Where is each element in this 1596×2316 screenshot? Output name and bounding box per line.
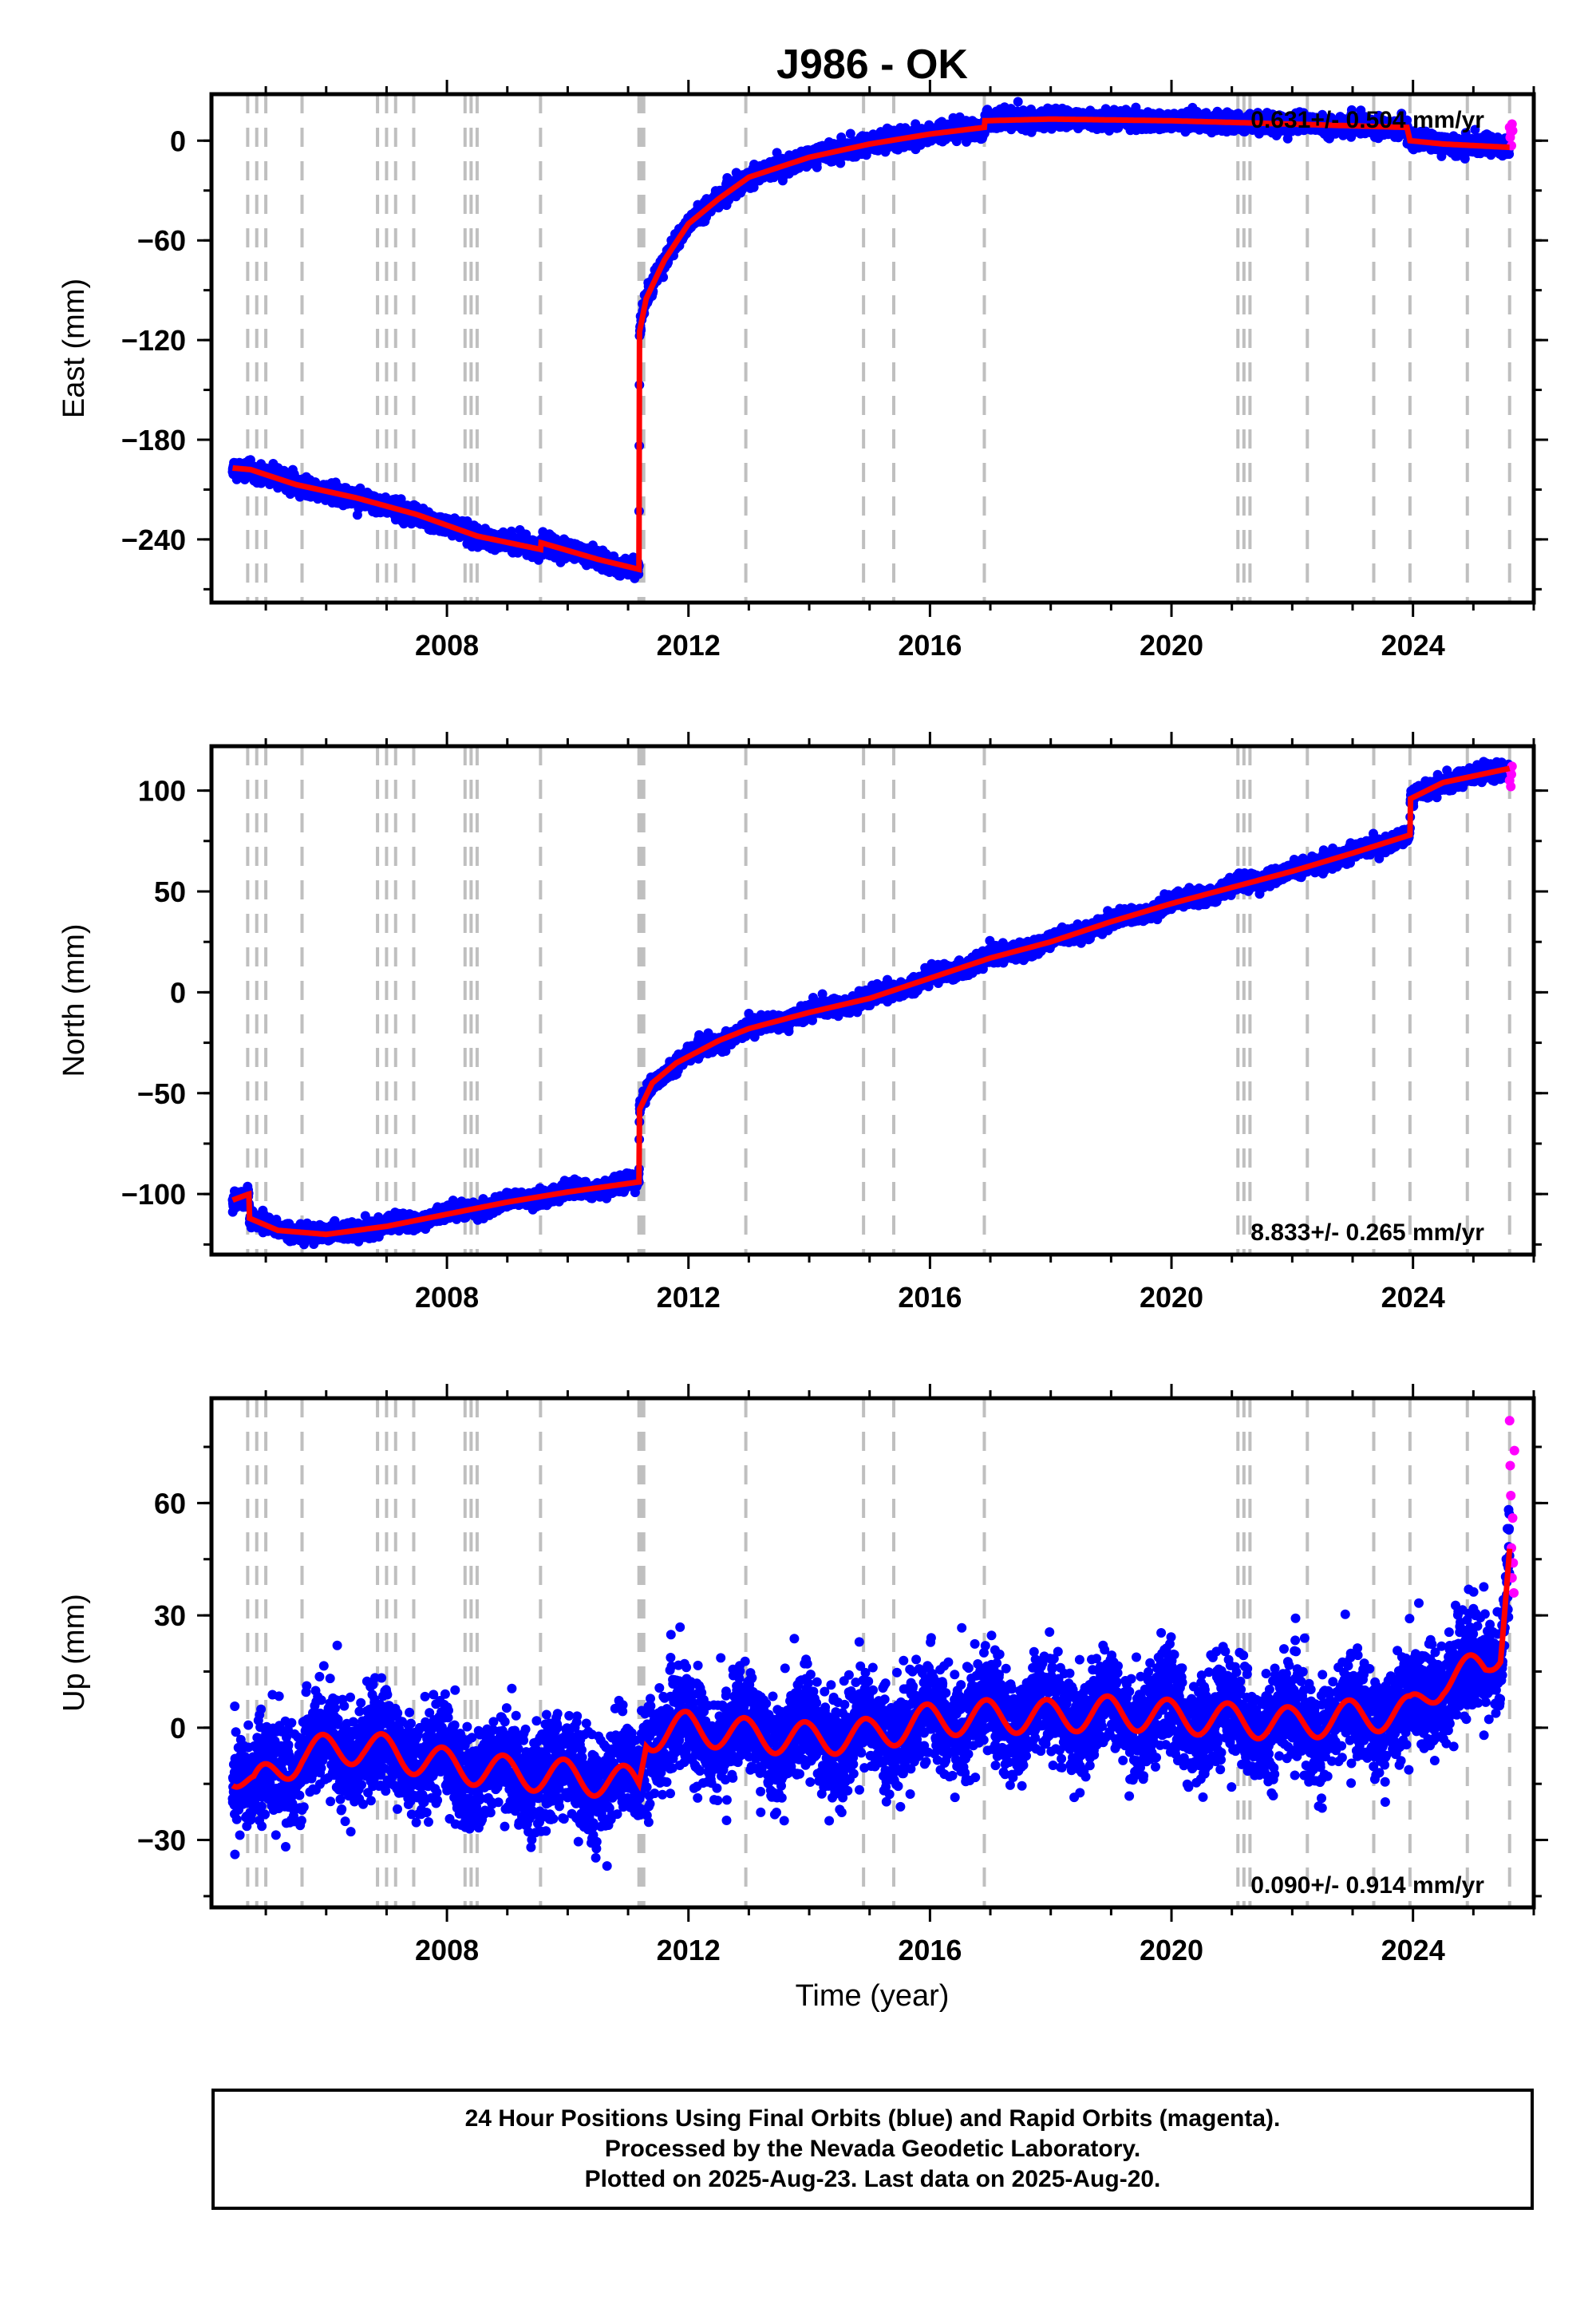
rapid-orbit-point: [1507, 769, 1517, 780]
y-tick-label: 0: [170, 976, 186, 1009]
north-x-axis: 2008 2012 2016 2020 2024: [264, 732, 1535, 1314]
x-tick-label: 2020: [1140, 1934, 1203, 1966]
north-y-axis-label: North (mm): [57, 923, 91, 1077]
east-rapid-orbit-points: [1504, 119, 1518, 151]
x-tick-label: 2020: [1140, 1281, 1203, 1314]
y-tick-label: 50: [154, 875, 186, 908]
east-final-orbit-points: [227, 97, 1515, 583]
x-tick-label: 2024: [1381, 1281, 1445, 1314]
east-rate-label: 0.631+/- 0.504 mm/yr: [1250, 107, 1484, 133]
caption-line-2: Processed by the Nevada Geodetic Laborat…: [604, 2136, 1141, 2162]
y-tick-label: −60: [137, 224, 186, 257]
up-rapid-orbit-points: [1504, 1416, 1519, 1598]
y-tick-label: −100: [121, 1178, 186, 1211]
y-tick-label: −30: [137, 1824, 186, 1857]
y-tick-label: 30: [154, 1599, 186, 1632]
up-plot-frame: [209, 1396, 1536, 1910]
east-y-axis: 0 −60 −120 −180 −240: [121, 124, 1548, 591]
up-y-axis: 60 30 0 −30: [137, 1445, 1548, 1898]
up-final-orbit-dots: [227, 1504, 1515, 1871]
north-plot-frame: [209, 744, 1536, 1257]
x-tick-label: 2020: [1140, 629, 1203, 662]
y-tick-label: 60: [154, 1487, 186, 1520]
rapid-orbit-point: [1507, 1513, 1518, 1524]
y-tick-label: −240: [121, 524, 186, 556]
rapid-orbit-point: [1507, 125, 1518, 136]
y-tick-label: −120: [121, 324, 186, 357]
x-tick-label: 2024: [1381, 1934, 1445, 1966]
x-tick-label: 2008: [415, 629, 479, 662]
y-tick-label: −180: [121, 424, 186, 456]
north-model-line: [231, 765, 1511, 1238]
up-rate-label: 0.090+/- 0.914 mm/yr: [1250, 1872, 1484, 1899]
up-event-lines: [246, 1398, 1511, 1907]
y-tick-label: 0: [170, 124, 186, 157]
north-rapid-orbit-points: [1504, 761, 1517, 792]
up-x-axis: 2008 2012 2016 2020 2024: [264, 1384, 1535, 1966]
y-tick-label: 0: [170, 1712, 186, 1745]
y-tick-label: 100: [138, 775, 186, 808]
x-tick-label: 2012: [657, 629, 721, 662]
x-tick-label: 2012: [657, 1281, 721, 1314]
up-model-line: [231, 1548, 1513, 1799]
east-final-orbit-dots: [227, 97, 1515, 583]
x-tick-label: 2016: [898, 1281, 962, 1314]
y-tick-label: −50: [137, 1077, 186, 1110]
east-model-line: [232, 116, 1510, 573]
rapid-orbit-point: [1504, 1416, 1515, 1426]
east-y-axis-label: East (mm): [57, 279, 91, 418]
x-tick-label: 2016: [898, 629, 962, 662]
north-event-lines: [246, 746, 1511, 1255]
north-final-orbit-points: [227, 757, 1515, 1250]
x-tick-label: 2008: [415, 1281, 479, 1314]
x-axis-label: Time (year): [796, 1979, 950, 2013]
up-final-orbit-points: [227, 1504, 1515, 1871]
east-panel: 2008 2012 2016 2020 2024 0 −60 −120 −180 −240 East…: [57, 80, 1548, 662]
rapid-orbit-point: [1505, 1460, 1515, 1471]
x-tick-label: 2012: [657, 1934, 721, 1966]
east-plot-frame: [209, 92, 1536, 605]
x-tick-label: 2024: [1381, 629, 1445, 662]
north-panel: 2008 2012 2016 2020 2024 100 50 0 −50 −100 North (…: [57, 732, 1548, 1314]
x-tick-label: 2008: [415, 1934, 479, 1966]
caption-line-3: Plotted on 2025-Aug-23. Last data on 202…: [584, 2166, 1161, 2192]
up-y-axis-label: Up (mm): [57, 1594, 91, 1712]
north-rate-label: 8.833+/- 0.265 mm/yr: [1250, 1219, 1484, 1246]
north-final-orbit-dots: [227, 757, 1515, 1250]
rapid-orbit-point: [1506, 781, 1516, 792]
rapid-orbit-point: [1506, 1490, 1516, 1500]
east-x-axis: 2008 2012 2016 2020 2024: [264, 80, 1535, 662]
caption-box: 24 Hour Positions Using Final Orbits (bl…: [211, 2089, 1534, 2210]
north-y-axis: 100 50 0 −50 −100: [121, 775, 1548, 1246]
rapid-orbit-point: [1509, 1445, 1519, 1456]
chart-title: J986 - OK: [776, 41, 968, 88]
rapid-orbit-point: [1509, 1587, 1519, 1598]
caption-line-1: 24 Hour Positions Using Final Orbits (bl…: [464, 2105, 1281, 2132]
up-panel: 2008 2012 2016 2020 2024 60 30 0 −30 Up (mm) 0.090…: [57, 1384, 1548, 1966]
x-tick-label: 2016: [898, 1934, 962, 1966]
